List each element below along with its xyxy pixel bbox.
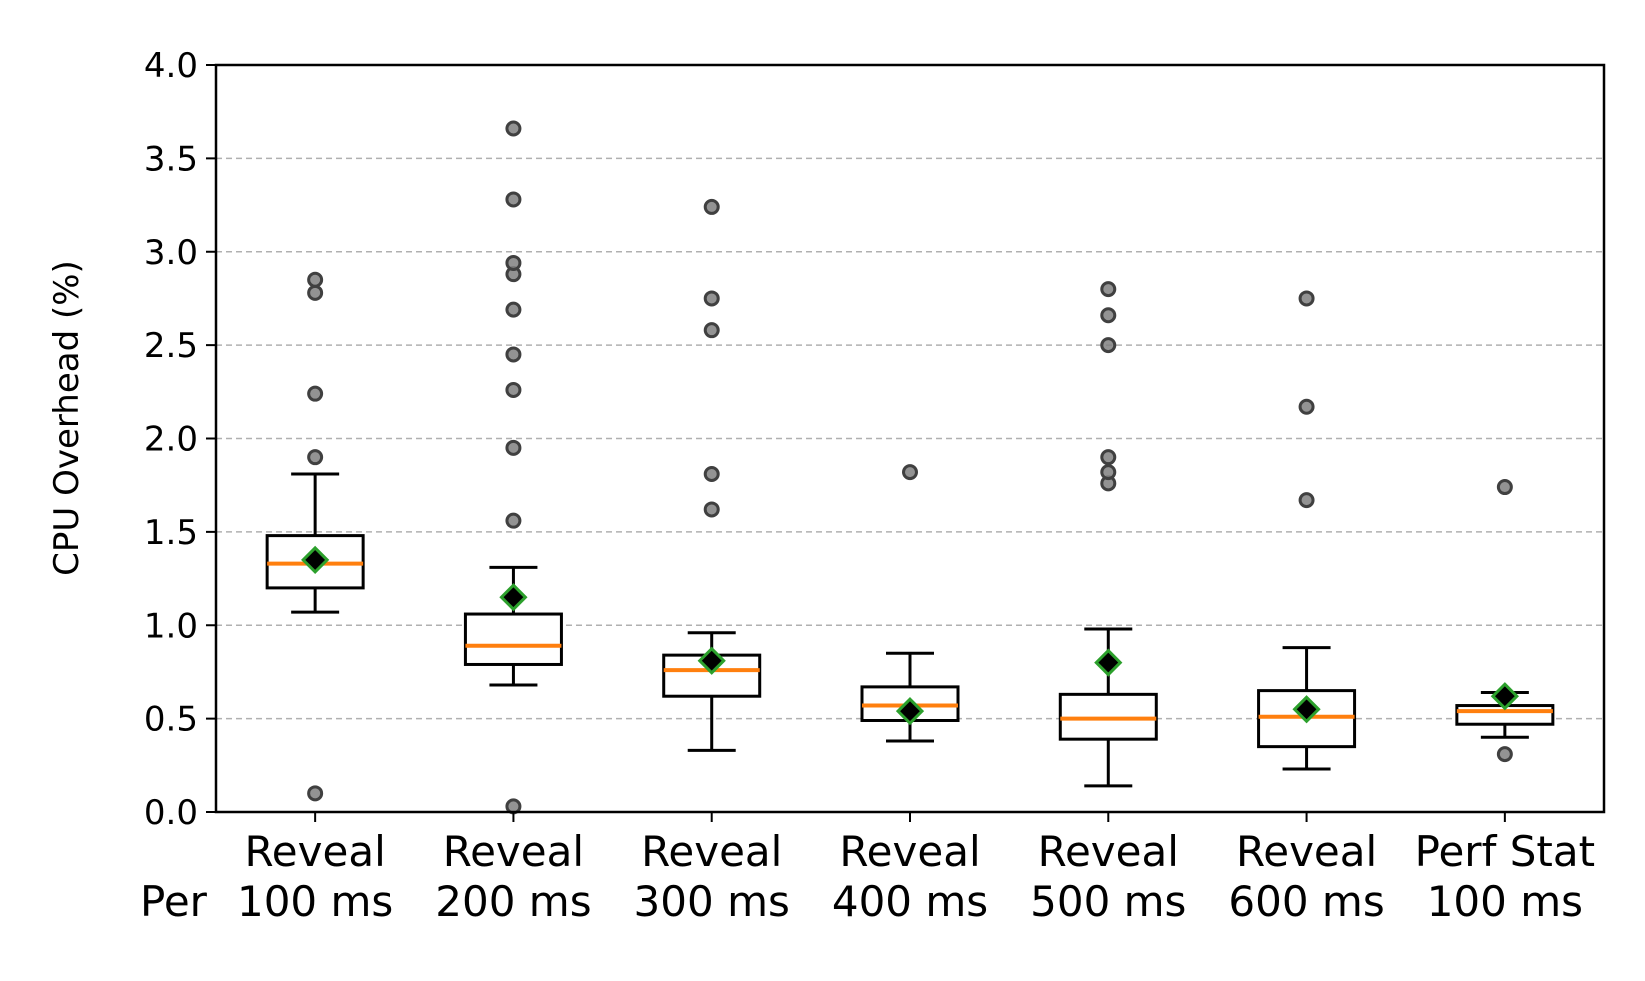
x-category-label-line1: Reveal xyxy=(641,827,782,876)
mean-marker xyxy=(499,583,528,612)
y-tick-label: 4.0 xyxy=(144,46,198,86)
outlier-point xyxy=(902,464,918,481)
y-axis-title: CPU Overhead (%) xyxy=(47,260,87,576)
x-category-label-line2: 100 ms xyxy=(237,877,393,926)
x-category-label-line2: 500 ms xyxy=(1030,877,1186,926)
x-category-label-line1: Perf Stat xyxy=(1415,827,1595,876)
x-category-label-line2: 100 ms xyxy=(1427,877,1583,926)
outlier-point xyxy=(1100,464,1117,481)
outlier-point xyxy=(1298,492,1315,509)
box-group xyxy=(265,271,365,802)
outlier-point xyxy=(1100,337,1117,354)
y-tick-label: 0.0 xyxy=(144,793,198,833)
outlier-point xyxy=(703,465,720,482)
mean-marker xyxy=(895,697,925,726)
x-category-label-line1: Reveal xyxy=(839,827,980,876)
outlier-point xyxy=(307,785,324,802)
y-tick-label: 3.0 xyxy=(144,233,198,273)
box-group xyxy=(1257,290,1357,771)
y-tick-label: 3.5 xyxy=(144,139,198,179)
y-tick-label: 1.0 xyxy=(144,606,198,646)
outlier-point xyxy=(703,290,720,307)
outlier-point xyxy=(703,322,720,339)
outlier-point xyxy=(307,385,324,402)
x-category-label-line1: Reveal xyxy=(443,827,584,876)
outlier-point xyxy=(1496,746,1513,763)
y-tick-label: 2.0 xyxy=(144,420,198,460)
box-group xyxy=(1455,479,1555,763)
outlier-point xyxy=(703,501,720,518)
outlier-point xyxy=(307,449,324,466)
box-group xyxy=(662,198,762,752)
y-tick-label: 0.5 xyxy=(144,700,198,740)
outlier-point xyxy=(703,198,720,215)
iqr-box xyxy=(463,612,563,666)
outlier-point xyxy=(505,439,522,456)
outlier-point xyxy=(505,301,522,318)
outlier-point xyxy=(1496,479,1513,496)
outlier-point xyxy=(505,254,522,271)
outlier-point xyxy=(505,512,522,529)
x-category-label-line2: 600 ms xyxy=(1228,877,1384,926)
mean-marker xyxy=(301,545,330,575)
mean-marker xyxy=(697,646,726,675)
outlier-point xyxy=(505,381,522,398)
x-category-label-line1: Reveal xyxy=(1236,827,1377,876)
plot-frame xyxy=(214,63,1606,814)
x-prefix-label: Per xyxy=(140,877,208,926)
outlier-point xyxy=(1100,307,1117,324)
outlier-point xyxy=(1100,281,1117,298)
outlier-point xyxy=(1298,398,1315,415)
box-group xyxy=(463,120,563,815)
outlier-point xyxy=(505,120,522,137)
box-group xyxy=(860,464,960,743)
mean-marker xyxy=(1094,648,1123,677)
x-category-label-line1: Reveal xyxy=(1038,827,1179,876)
outlier-point xyxy=(1298,290,1315,307)
box-layer xyxy=(265,120,1555,815)
y-tick-label: 2.5 xyxy=(144,326,198,366)
x-category-label-line2: 200 ms xyxy=(435,877,591,926)
mean-marker xyxy=(1490,682,1519,711)
outlier-point xyxy=(1100,449,1117,466)
outlier-point xyxy=(505,346,522,363)
box-group xyxy=(1058,281,1158,788)
grid-layer xyxy=(216,157,1604,720)
y-tick-label: 1.5 xyxy=(144,513,198,553)
outlier-point xyxy=(307,284,324,301)
x-category-label-line1: Reveal xyxy=(245,827,386,876)
mean-marker xyxy=(1292,695,1321,724)
outlier-point xyxy=(307,271,324,288)
x-category-label-line2: 400 ms xyxy=(832,877,988,926)
x-category-label-line2: 300 ms xyxy=(634,877,790,926)
outlier-point xyxy=(505,191,522,208)
